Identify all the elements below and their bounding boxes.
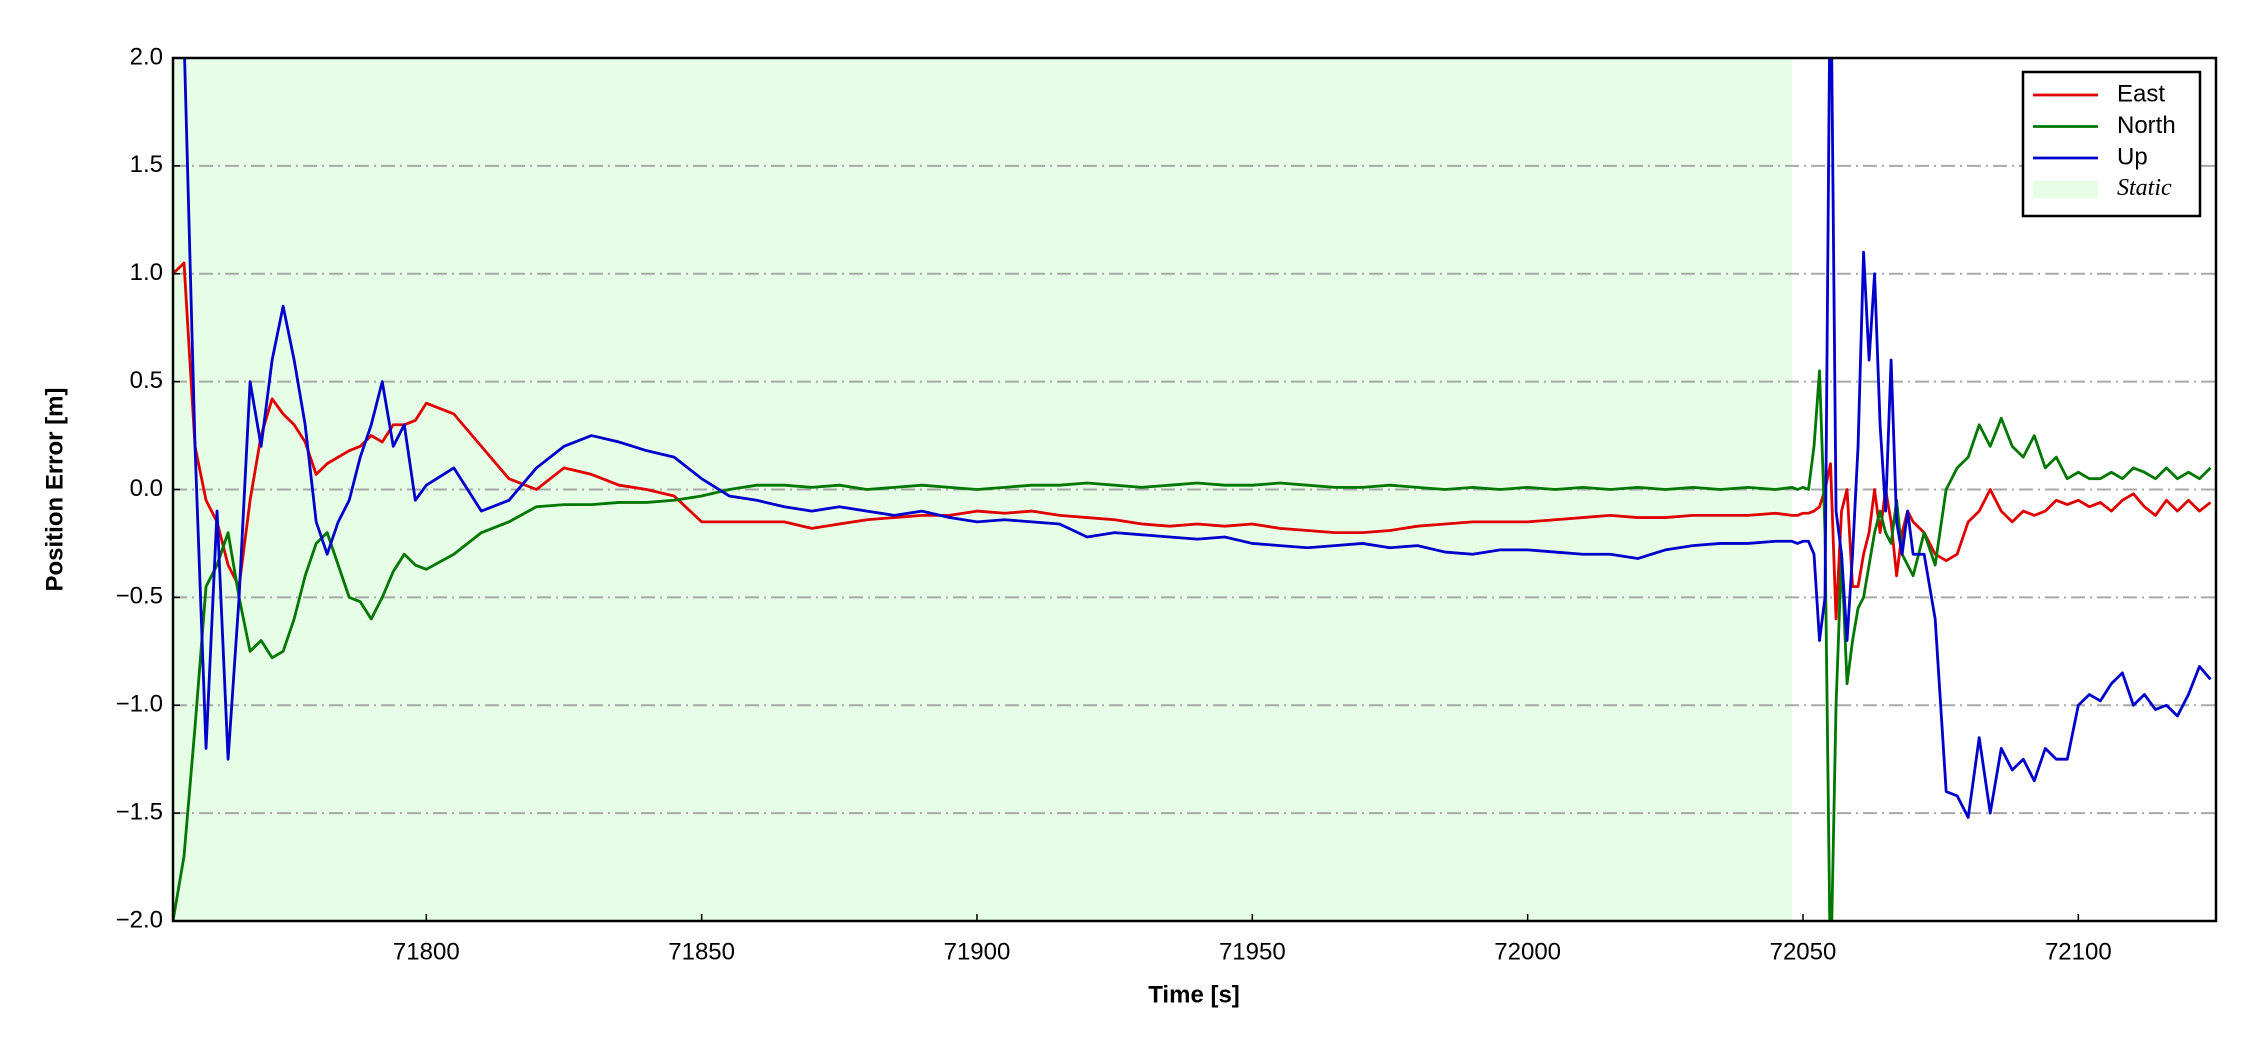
- x-tick-label: 72050: [1770, 938, 1837, 965]
- series-line: [173, 369, 2212, 921]
- legend-swatch: [2033, 180, 2098, 199]
- y-tick-label: −2.0: [116, 906, 163, 933]
- y-tick-label: 0.5: [130, 367, 163, 394]
- x-tick-label: 71800: [393, 938, 460, 965]
- plot-lines: [173, 58, 2212, 921]
- x-tick-label: 71900: [944, 938, 1011, 965]
- series-line: [183, 58, 2212, 819]
- y-tick-label: −0.5: [116, 583, 163, 610]
- series-line: [173, 261, 2212, 621]
- y-tick-label: 1.5: [130, 151, 163, 178]
- plot-frame: [171, 56, 2218, 923]
- x-axis-label: Time [s]: [1148, 981, 1240, 1008]
- y-tick-label: 2.0: [130, 43, 163, 70]
- y-tick-label: −1.5: [116, 798, 163, 825]
- axes: −2.0 −1.5 −1.0 −0.5 0.0 0.5 1.0 1.5 2.0 71800 7185…: [116, 43, 2218, 965]
- legend: East North Up Static: [2021, 70, 2202, 218]
- y-tick-label: 1.0: [130, 259, 163, 286]
- x-tick-label: 71850: [668, 938, 735, 965]
- x-tick-label: 72100: [2045, 938, 2112, 965]
- legend-label: East: [2117, 80, 2165, 107]
- legend-label: Static: [2117, 175, 2172, 201]
- legend-label: Up: [2117, 143, 2148, 170]
- y-axis-label: Position Error [m]: [41, 387, 68, 591]
- y-tick-label: 0.0: [130, 475, 163, 502]
- legend-label: North: [2117, 112, 2176, 139]
- x-tick-label: 72000: [1494, 938, 1561, 965]
- y-tick-label: −1.0: [116, 691, 163, 718]
- x-tick-label: 71950: [1219, 938, 1286, 965]
